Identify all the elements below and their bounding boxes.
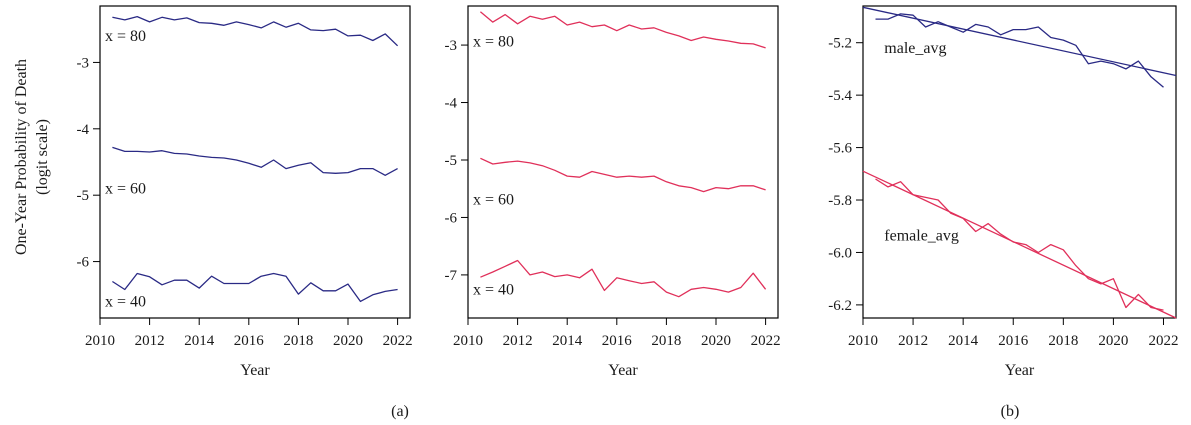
x-tick-label: 2022: [383, 333, 413, 349]
x-tick-label: 2012: [135, 333, 165, 349]
x-tick-label: 2020: [1098, 333, 1128, 349]
series-line: [112, 146, 398, 176]
panel-a-male: 2010 2012 2014 2016 2018 2020 2022 -3 -4 -5 -6 Year…: [77, 5, 413, 379]
x-tick-label: 2012: [503, 333, 533, 349]
caption-b: (b): [1001, 403, 1020, 420]
plot-frame: [99, 5, 411, 319]
x-axis-label: Year: [1005, 362, 1035, 379]
x-tick-label: 2018: [1048, 333, 1078, 349]
y-tick-label: -3: [77, 55, 90, 71]
series-line: [480, 259, 767, 298]
y-tick-label: -5.4: [828, 88, 852, 104]
y-tick-label: -5: [77, 188, 90, 204]
x-tick-label: 2014: [948, 333, 979, 349]
x-tick-label: 2010: [848, 333, 878, 349]
y-axis-label-line1: One-Year Probability of Death: [13, 59, 30, 255]
y-tick-label: -5.6: [828, 141, 852, 157]
x-tick-label: 2012: [898, 333, 928, 349]
y-tick-label: -4: [77, 122, 90, 138]
x-axis-label: Year: [608, 362, 638, 379]
series-label: x = 60: [105, 181, 146, 198]
x-tick-label: 2022: [1148, 333, 1178, 349]
x-tick-label: 2014: [552, 333, 583, 349]
x-tick-label: 2010: [453, 333, 483, 349]
y-axis-label-line2: (logit scale): [34, 119, 51, 195]
y-tick-label: -6: [77, 255, 90, 271]
panel-b-averages: 2010 2012 2014 2016 2018 2020 2022 -5.2 -5.4 -5.6…: [828, 5, 1178, 379]
x-tick-label: 2018: [651, 333, 681, 349]
series-label: x = 40: [105, 293, 146, 310]
series-label: x = 40: [473, 281, 514, 298]
series-label: x = 60: [473, 192, 514, 209]
y-tick-label: -6.0: [828, 245, 852, 261]
x-tick-label: 2016: [998, 333, 1029, 349]
caption-a: (a): [391, 403, 409, 420]
x-tick-label: 2020: [701, 333, 731, 349]
trend-line: [862, 170, 1177, 319]
y-tick-label: -6.2: [828, 298, 852, 314]
series-label: x = 80: [473, 34, 514, 51]
x-tick-label: 2014: [184, 333, 215, 349]
x-tick-label: 2010: [85, 333, 115, 349]
plot-frame: [862, 5, 1177, 319]
y-tick-label: -7: [445, 268, 458, 284]
y-tick-label: -3: [445, 38, 458, 54]
x-tick-label: 2020: [333, 333, 363, 349]
x-tick-label: 2016: [234, 333, 265, 349]
x-axis-label: Year: [240, 362, 270, 379]
y-tick-label: -5: [445, 153, 458, 169]
series-label: x = 80: [105, 28, 146, 45]
y-tick-label: -6: [445, 210, 458, 226]
series-line: [112, 15, 399, 47]
series-label: female_avg: [884, 227, 959, 244]
x-tick-label: 2018: [283, 333, 313, 349]
series-line: [112, 272, 398, 303]
series-line: [875, 178, 1164, 311]
y-tick-label: -5.8: [828, 193, 852, 209]
x-tick-label: 2016: [602, 333, 633, 349]
y-tick-label: -5.2: [828, 36, 852, 52]
trend-line: [862, 6, 1177, 77]
series-line: [480, 157, 766, 193]
y-tick-label: -4: [445, 96, 458, 112]
panel-a-female: 2010 2012 2014 2016 2018 2020 2022 -3 -4 -5 -6 -7 Ye…: [445, 5, 781, 379]
series-line: [875, 13, 1164, 88]
x-tick-label: 2022: [751, 333, 781, 349]
series-label: male_avg: [884, 40, 946, 57]
series-line: [479, 11, 766, 49]
plot-frame: [467, 5, 779, 319]
